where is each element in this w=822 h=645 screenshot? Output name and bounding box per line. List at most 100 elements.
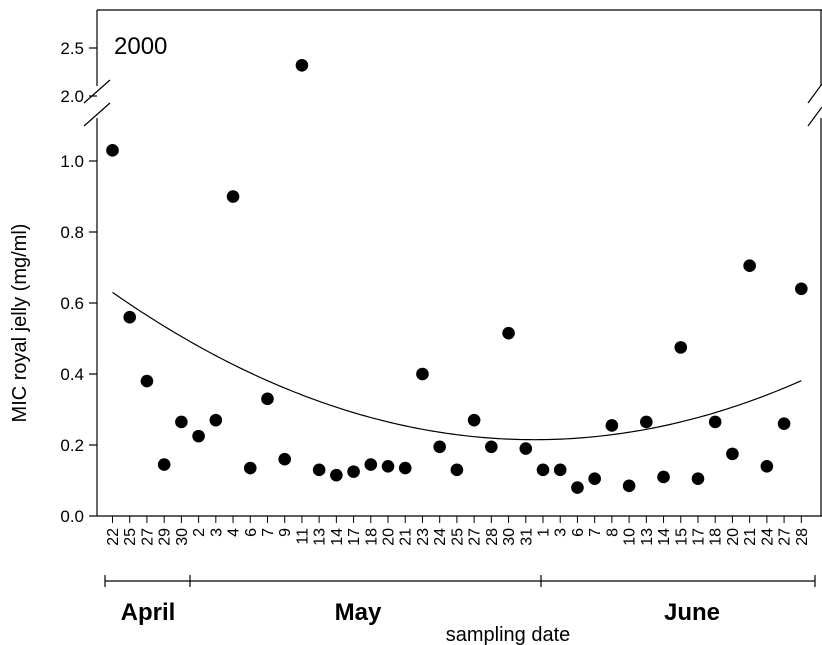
- data-point: [622, 479, 636, 493]
- axis-break-mark: [83, 79, 111, 104]
- data-point: [416, 367, 429, 381]
- x-tick-label: 28: [484, 528, 501, 546]
- x-tick-label: 3: [208, 528, 225, 537]
- data-point: [140, 374, 154, 388]
- data-point: [261, 392, 274, 406]
- x-tick-label: 30: [174, 528, 191, 546]
- data-point: [123, 310, 137, 324]
- x-tick-label: 7: [587, 528, 604, 537]
- x-tick-label: 29: [157, 528, 174, 546]
- data-point: [553, 463, 567, 477]
- y-axis: 0.0 0.2 0.4 0.6 0.8 1.0 2.0 2.5: [60, 39, 97, 526]
- x-tick-label: 30: [501, 528, 518, 546]
- x-tick-label: 31: [518, 528, 535, 546]
- axis-break-mark: [807, 106, 822, 127]
- y-tick-label: 0.8: [60, 223, 84, 242]
- x-tick-label: 18: [363, 528, 380, 546]
- data-point: [485, 440, 498, 454]
- x-tick-label: 20: [725, 528, 742, 546]
- data-point: [588, 472, 601, 486]
- data-point: [777, 417, 791, 431]
- y-tick-label: 2.5: [60, 39, 84, 58]
- x-tick-label: 21: [742, 528, 759, 546]
- plot-frame: [83, 9, 822, 517]
- month-label: May: [335, 599, 382, 626]
- data-point: [192, 429, 205, 443]
- data-point: [467, 413, 481, 427]
- data-point: [640, 415, 653, 429]
- y-axis-title: MIC royal jelly (mg/ml): [9, 224, 31, 423]
- x-tick-label: 6: [243, 528, 260, 537]
- data-point: [433, 440, 446, 454]
- x-tick-label: 24: [432, 528, 449, 546]
- data-point: [743, 259, 756, 273]
- month-label: June: [664, 599, 720, 626]
- x-tick-label: 8: [604, 528, 621, 537]
- y-tick-label: 2.0: [60, 87, 84, 106]
- x-tick-label: 1: [536, 528, 553, 537]
- x-tick-label: 22: [105, 528, 122, 546]
- data-point: [536, 463, 550, 477]
- data-point: [175, 415, 188, 429]
- x-tick-label: 25: [449, 528, 466, 546]
- data-point: [502, 326, 515, 340]
- data-point: [157, 458, 171, 471]
- x-tick-label: 24: [759, 528, 776, 546]
- month-axis: April May June: [104, 575, 816, 626]
- x-tick-label: 14: [656, 528, 673, 546]
- x-tick-label: 25: [122, 528, 139, 546]
- x-axis-title: sampling date: [446, 624, 571, 645]
- data-point: [398, 461, 412, 475]
- data-point: [106, 144, 119, 157]
- panel-label: 2000: [114, 33, 167, 60]
- x-tick-label: 15: [673, 528, 690, 546]
- x-tick-label: 14: [329, 528, 346, 546]
- x-tick-label: 28: [794, 528, 811, 546]
- x-tick-label: 13: [312, 528, 329, 546]
- x-tick-label: 2: [191, 528, 208, 537]
- data-point: [226, 190, 240, 203]
- data-point: [571, 481, 584, 494]
- data-point: [657, 470, 670, 484]
- data-point: [295, 58, 309, 72]
- data-point: [364, 458, 378, 471]
- x-tick-label: 27: [777, 528, 794, 546]
- y-tick-label: 0.6: [60, 294, 84, 313]
- data-point: [691, 472, 705, 486]
- data-point: [519, 442, 533, 455]
- data-point: [760, 460, 774, 473]
- x-tick-label: 27: [467, 528, 484, 546]
- x-tick-label: 17: [346, 528, 363, 546]
- data-point: [708, 415, 722, 429]
- month-label: April: [121, 599, 176, 626]
- data-points: [106, 58, 808, 494]
- data-point: [243, 461, 257, 475]
- x-tick-label: 13: [639, 528, 656, 546]
- data-point: [330, 468, 343, 482]
- x-tick-label: 4: [226, 528, 243, 537]
- x-tick-label: 7: [260, 528, 277, 537]
- x-tick-label: 6: [570, 528, 587, 537]
- fitted-curve: [112, 291, 802, 441]
- y-tick-label: 0.4: [60, 365, 84, 384]
- x-tick-label: 20: [381, 528, 398, 546]
- x-tick-label: 27: [139, 528, 156, 546]
- axis-break-mark: [83, 102, 111, 127]
- y-tick-label: 1.0: [60, 152, 84, 171]
- x-tick-label: 9: [277, 528, 294, 537]
- data-point: [381, 460, 395, 473]
- data-point: [450, 463, 464, 477]
- data-point: [795, 282, 808, 296]
- data-point: [605, 419, 619, 432]
- data-point: [312, 463, 326, 477]
- data-point: [347, 465, 360, 478]
- x-axis: 22 25 27 29 30 2 3 4 6 7 9 11 13 14 17 18 20 21 23 24 25 27 28…: [105, 516, 811, 546]
- x-tick-label: 21: [398, 528, 415, 546]
- y-tick-label: 0.0: [60, 507, 84, 526]
- x-tick-label: 23: [415, 528, 432, 546]
- data-point: [209, 413, 223, 427]
- data-point: [726, 447, 739, 461]
- data-point: [674, 341, 688, 354]
- axis-break-mark: [807, 83, 822, 104]
